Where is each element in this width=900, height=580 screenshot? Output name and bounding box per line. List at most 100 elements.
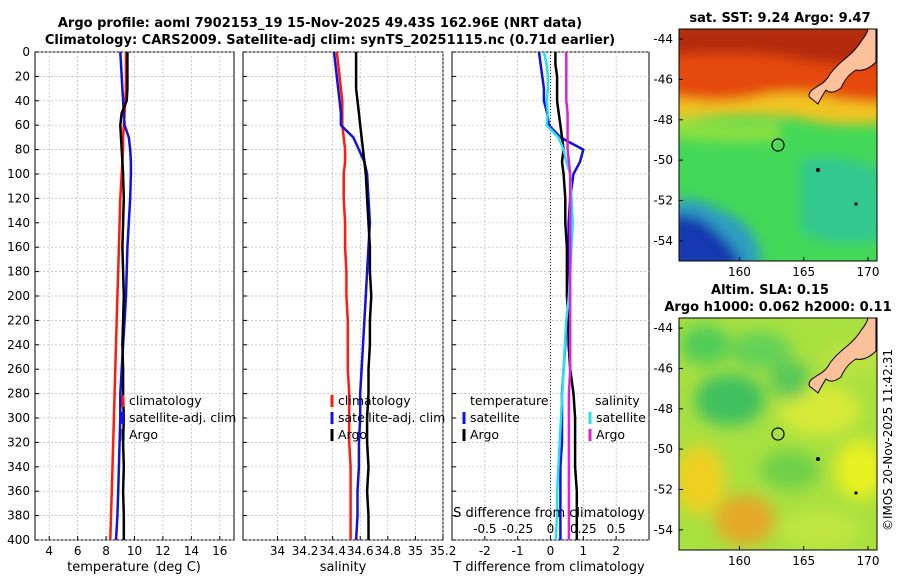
depth-tick-label: 180 <box>7 265 30 279</box>
lat-tick-label: -48 <box>653 113 673 127</box>
depth-tick-label: 260 <box>7 362 30 376</box>
lat-tick-label: -52 <box>653 482 673 496</box>
depth-tick-label: 300 <box>7 411 30 425</box>
sla-map-title-line1: Altim. SLA: 0.15 <box>711 283 829 298</box>
lat-tick-label: -44 <box>653 32 673 46</box>
top-x-tick-label: -0.5 <box>473 522 496 536</box>
difference-top-xlabel: S difference from climatology <box>453 506 645 521</box>
depth-tick-label: 40 <box>15 94 30 108</box>
depth-tick-label: 20 <box>15 69 30 83</box>
x-tick-label: 14 <box>184 544 199 558</box>
salinity-legend: climatology satellite-adj. clim Argo <box>330 393 445 442</box>
depth-tick-label: 240 <box>7 338 30 352</box>
x-tick-label: 12 <box>155 544 170 558</box>
legend-s-argo-label: Argo <box>596 427 625 442</box>
depth-tick-label: 360 <box>7 484 30 498</box>
depth-tick-label: 280 <box>7 387 30 401</box>
top-x-tick-label: -0.25 <box>502 522 533 536</box>
x-tick-label: 34.6 <box>347 544 374 558</box>
x-tick-label: -1 <box>512 544 524 558</box>
legend-satellite-label: satellite-adj. clim <box>338 410 445 425</box>
legend-temperature-heading: temperature <box>470 393 549 408</box>
sst-map-title: sat. SST: 9.24 Argo: 9.47 <box>689 11 870 26</box>
sst-map-frame <box>678 28 878 262</box>
island-shape <box>854 202 858 206</box>
island-shape <box>816 168 820 172</box>
x-tick-label: 35 <box>408 544 423 558</box>
top-x-tick-label: 0.5 <box>607 522 626 536</box>
sla-map-frame <box>678 317 878 551</box>
legend-climatology-label: climatology <box>129 393 202 408</box>
lat-tick-label: -54 <box>653 234 673 248</box>
lat-tick-label: -46 <box>653 361 673 375</box>
x-tick-label: 8 <box>102 544 110 558</box>
x-tick-label: 34.8 <box>374 544 401 558</box>
sla-map: Altim. SLA: 0.15 Argo h1000: 0.062 h2000… <box>653 283 891 568</box>
lat-tick-label: -50 <box>653 442 673 456</box>
temperature-panel: 4 6 8 10 12 14 16 0 20 40 60 80 100 120 140 160 180 200 2… <box>7 45 236 575</box>
legend-climatology-label: climatology <box>338 393 411 408</box>
series-line-t-argo <box>554 52 579 540</box>
legend-t-satellite-label: satellite <box>470 410 520 425</box>
depth-tick-label: 0 <box>22 45 30 59</box>
x-tick-label: 10 <box>127 544 142 558</box>
depth-tick-label: 80 <box>15 143 30 157</box>
temperature-legend: climatology satellite-adj. clim Argo <box>121 393 236 442</box>
top-x-tick-label: 0.25 <box>570 522 597 536</box>
x-tick-label: -2 <box>479 544 491 558</box>
salinity-xlabel: salinity <box>320 560 367 575</box>
legend-argo-label: Argo <box>338 427 367 442</box>
imos-timestamp: ©IMOS 20-Nov-2025 11:42:31 <box>881 349 895 531</box>
series-line-satellite-adj-clim <box>114 52 133 540</box>
lon-tick-label: 170 <box>857 265 880 279</box>
series-line-s-satellite <box>542 52 575 540</box>
x-tick-label: 0 <box>547 544 555 558</box>
legend-salinity-heading: salinity <box>595 393 640 408</box>
lat-tick-label: -50 <box>653 153 673 167</box>
depth-tick-label: 400 <box>7 533 30 547</box>
sla-field <box>679 325 877 550</box>
series-line-t-satellite <box>537 52 585 540</box>
difference-xlabel: T difference from climatology <box>452 560 645 575</box>
landmass-shape <box>808 318 877 394</box>
depth-tick-label: 160 <box>7 240 30 254</box>
lon-tick-label: 165 <box>792 554 815 568</box>
x-tick-label: 16 <box>212 544 227 558</box>
argo-position-marker <box>771 427 785 441</box>
difference-panel: -2 -1 0 1 2 T difference from climatology S … <box>451 51 650 575</box>
island-shape <box>816 457 820 461</box>
temperature-xlabel: temperature (deg C) <box>67 560 201 575</box>
depth-tick-label: 320 <box>7 435 30 449</box>
figure-title-line2: Climatology: CARS2009. Satellite-adj cli… <box>45 33 615 48</box>
legend-t-argo-label: Argo <box>470 427 499 442</box>
depth-tick-label: 340 <box>7 460 30 474</box>
lon-tick-label: 165 <box>792 265 815 279</box>
x-tick-label: 6 <box>74 544 82 558</box>
lat-tick-label: -52 <box>653 193 673 207</box>
top-x-tick-label: 0 <box>547 522 555 536</box>
salinity-panel: 34 34.2 34.4 34.6 34.8 35 35.2 salinity climat… <box>242 51 457 575</box>
depth-tick-label: 60 <box>15 118 30 132</box>
difference-legend: temperature satellite Argo salinity sate… <box>462 393 646 442</box>
series-line-s-argo <box>565 52 572 540</box>
lon-tick-label: 170 <box>857 554 880 568</box>
lon-tick-label: 160 <box>728 265 751 279</box>
lat-tick-label: -54 <box>653 523 673 537</box>
legend-satellite-label: satellite-adj. clim <box>129 410 236 425</box>
depth-tick-label: 120 <box>7 191 30 205</box>
x-tick-label: 34.4 <box>319 544 346 558</box>
lat-tick-label: -46 <box>653 72 673 86</box>
depth-tick-label: 380 <box>7 509 30 523</box>
sst-map: sat. SST: 9.24 Argo: 9.47 -44 -46 -48 -50 -5… <box>653 11 880 279</box>
depth-tick-label: 140 <box>7 216 30 230</box>
figure-title-line1: Argo profile: aoml 7902153_19 15-Nov-202… <box>58 16 582 31</box>
x-tick-label: 4 <box>45 544 53 558</box>
island-shape <box>854 491 858 495</box>
legend-s-satellite-label: satellite <box>596 410 646 425</box>
legend-argo-label: Argo <box>129 427 158 442</box>
argo-position-marker <box>771 138 785 152</box>
sla-map-title-line2: Argo h1000: 0.062 h2000: 0.11 <box>664 300 891 315</box>
lat-tick-label: -44 <box>653 321 673 335</box>
x-tick-label: 35.2 <box>430 544 457 558</box>
